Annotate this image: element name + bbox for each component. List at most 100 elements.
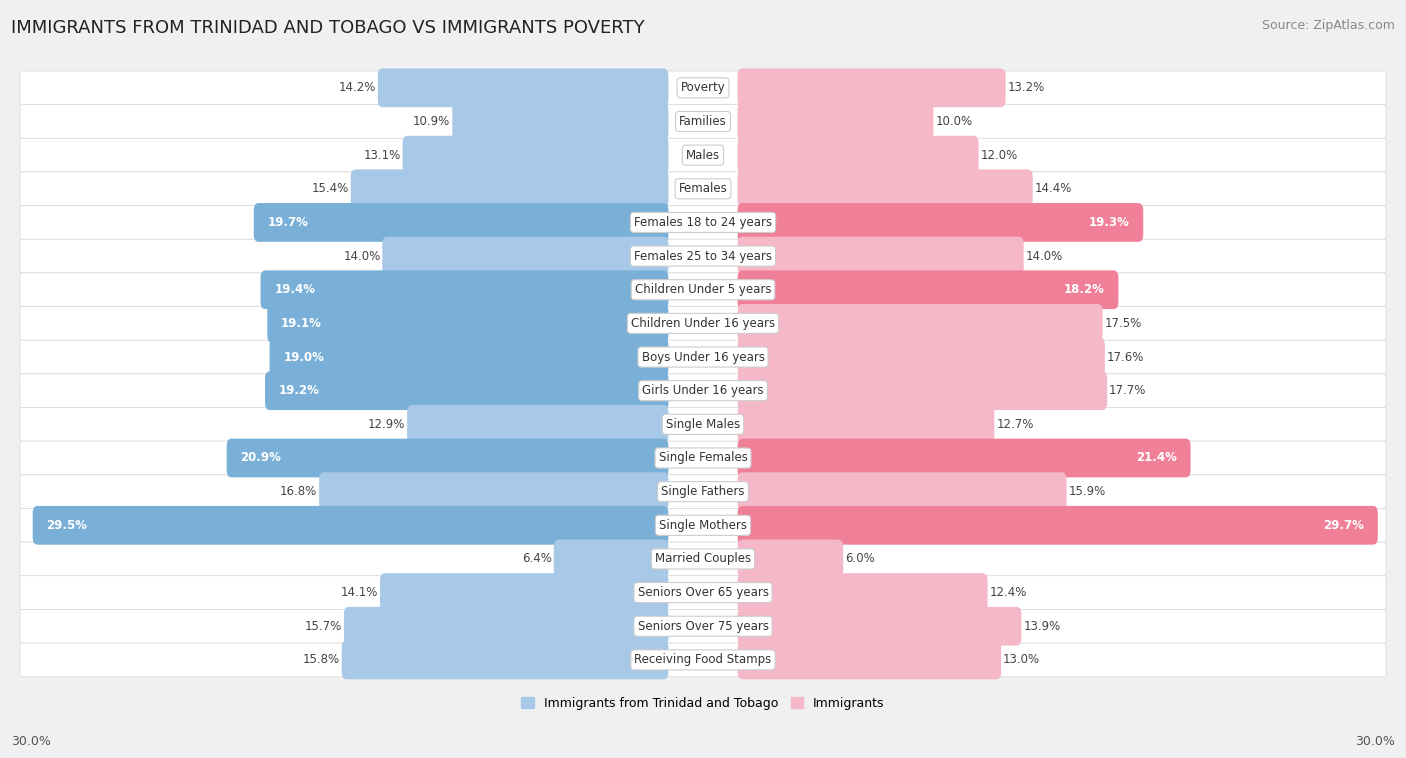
Text: 14.0%: 14.0% [1025,249,1063,262]
Text: 21.4%: 21.4% [1136,452,1177,465]
FancyBboxPatch shape [738,540,844,578]
Text: 12.9%: 12.9% [368,418,405,431]
FancyBboxPatch shape [738,169,1032,208]
FancyBboxPatch shape [554,540,668,578]
FancyBboxPatch shape [382,236,668,275]
FancyBboxPatch shape [264,371,668,410]
Text: Married Couples: Married Couples [655,553,751,565]
FancyBboxPatch shape [738,271,1118,309]
Text: Girls Under 16 years: Girls Under 16 years [643,384,763,397]
FancyBboxPatch shape [226,439,668,478]
Text: 13.9%: 13.9% [1024,620,1060,633]
Text: 29.5%: 29.5% [46,518,87,532]
Text: Single Females: Single Females [658,452,748,465]
Text: 30.0%: 30.0% [11,735,51,748]
Text: 14.0%: 14.0% [343,249,381,262]
Text: 19.3%: 19.3% [1088,216,1129,229]
FancyBboxPatch shape [378,68,668,107]
FancyBboxPatch shape [738,136,979,174]
FancyBboxPatch shape [20,205,1386,240]
Text: 13.0%: 13.0% [1002,653,1040,666]
FancyBboxPatch shape [738,439,1191,478]
Text: Children Under 5 years: Children Under 5 years [634,283,772,296]
Text: 19.0%: 19.0% [284,350,325,364]
FancyBboxPatch shape [453,102,668,141]
FancyBboxPatch shape [738,236,1024,275]
Text: 19.4%: 19.4% [274,283,315,296]
Text: 13.2%: 13.2% [1008,81,1045,94]
FancyBboxPatch shape [738,405,994,443]
FancyBboxPatch shape [270,337,668,377]
FancyBboxPatch shape [20,643,1386,677]
FancyBboxPatch shape [20,408,1386,441]
Text: 19.2%: 19.2% [278,384,319,397]
Text: Single Fathers: Single Fathers [661,485,745,498]
FancyBboxPatch shape [267,304,668,343]
FancyBboxPatch shape [20,576,1386,609]
Text: 15.8%: 15.8% [302,653,340,666]
Text: 17.6%: 17.6% [1107,350,1144,364]
Text: 15.9%: 15.9% [1069,485,1105,498]
FancyBboxPatch shape [344,607,668,646]
Text: 30.0%: 30.0% [1355,735,1395,748]
Text: 14.2%: 14.2% [339,81,375,94]
FancyBboxPatch shape [738,641,1001,679]
Text: 12.0%: 12.0% [980,149,1018,161]
FancyBboxPatch shape [20,273,1386,306]
FancyBboxPatch shape [20,441,1386,475]
Text: Females 18 to 24 years: Females 18 to 24 years [634,216,772,229]
Text: 10.9%: 10.9% [413,115,450,128]
Text: IMMIGRANTS FROM TRINIDAD AND TOBAGO VS IMMIGRANTS POVERTY: IMMIGRANTS FROM TRINIDAD AND TOBAGO VS I… [11,19,645,37]
Text: Females: Females [679,182,727,196]
Text: 14.4%: 14.4% [1035,182,1071,196]
Text: Boys Under 16 years: Boys Under 16 years [641,350,765,364]
Text: Source: ZipAtlas.com: Source: ZipAtlas.com [1261,19,1395,32]
Text: 17.5%: 17.5% [1105,317,1142,330]
Text: Single Males: Single Males [666,418,740,431]
FancyBboxPatch shape [20,475,1386,509]
Text: 12.4%: 12.4% [990,586,1026,599]
FancyBboxPatch shape [380,573,668,612]
FancyBboxPatch shape [32,506,668,545]
FancyBboxPatch shape [20,509,1386,542]
Text: 16.8%: 16.8% [280,485,318,498]
Text: 12.7%: 12.7% [997,418,1033,431]
Text: 13.1%: 13.1% [364,149,401,161]
Text: 19.1%: 19.1% [281,317,322,330]
FancyBboxPatch shape [408,405,668,443]
Text: 10.0%: 10.0% [935,115,973,128]
FancyBboxPatch shape [738,68,1005,107]
Text: Females 25 to 34 years: Females 25 to 34 years [634,249,772,262]
Legend: Immigrants from Trinidad and Tobago, Immigrants: Immigrants from Trinidad and Tobago, Imm… [516,692,890,715]
Text: 15.4%: 15.4% [312,182,349,196]
FancyBboxPatch shape [738,102,934,141]
FancyBboxPatch shape [738,371,1107,410]
Text: Families: Families [679,115,727,128]
FancyBboxPatch shape [738,472,1067,511]
FancyBboxPatch shape [20,340,1386,374]
Text: Poverty: Poverty [681,81,725,94]
FancyBboxPatch shape [319,472,668,511]
FancyBboxPatch shape [20,71,1386,105]
FancyBboxPatch shape [20,172,1386,205]
FancyBboxPatch shape [342,641,668,679]
Text: Children Under 16 years: Children Under 16 years [631,317,775,330]
FancyBboxPatch shape [253,203,668,242]
FancyBboxPatch shape [350,169,668,208]
Text: 20.9%: 20.9% [240,452,281,465]
FancyBboxPatch shape [20,542,1386,576]
Text: 17.7%: 17.7% [1109,384,1146,397]
FancyBboxPatch shape [20,374,1386,408]
Text: 14.1%: 14.1% [340,586,378,599]
Text: 6.0%: 6.0% [845,553,875,565]
FancyBboxPatch shape [20,609,1386,643]
Text: Seniors Over 75 years: Seniors Over 75 years [637,620,769,633]
FancyBboxPatch shape [20,105,1386,138]
Text: 18.2%: 18.2% [1064,283,1105,296]
Text: 6.4%: 6.4% [522,553,553,565]
Text: 15.7%: 15.7% [305,620,342,633]
FancyBboxPatch shape [738,203,1143,242]
Text: 29.7%: 29.7% [1323,518,1364,532]
FancyBboxPatch shape [738,573,987,612]
Text: 19.7%: 19.7% [267,216,308,229]
